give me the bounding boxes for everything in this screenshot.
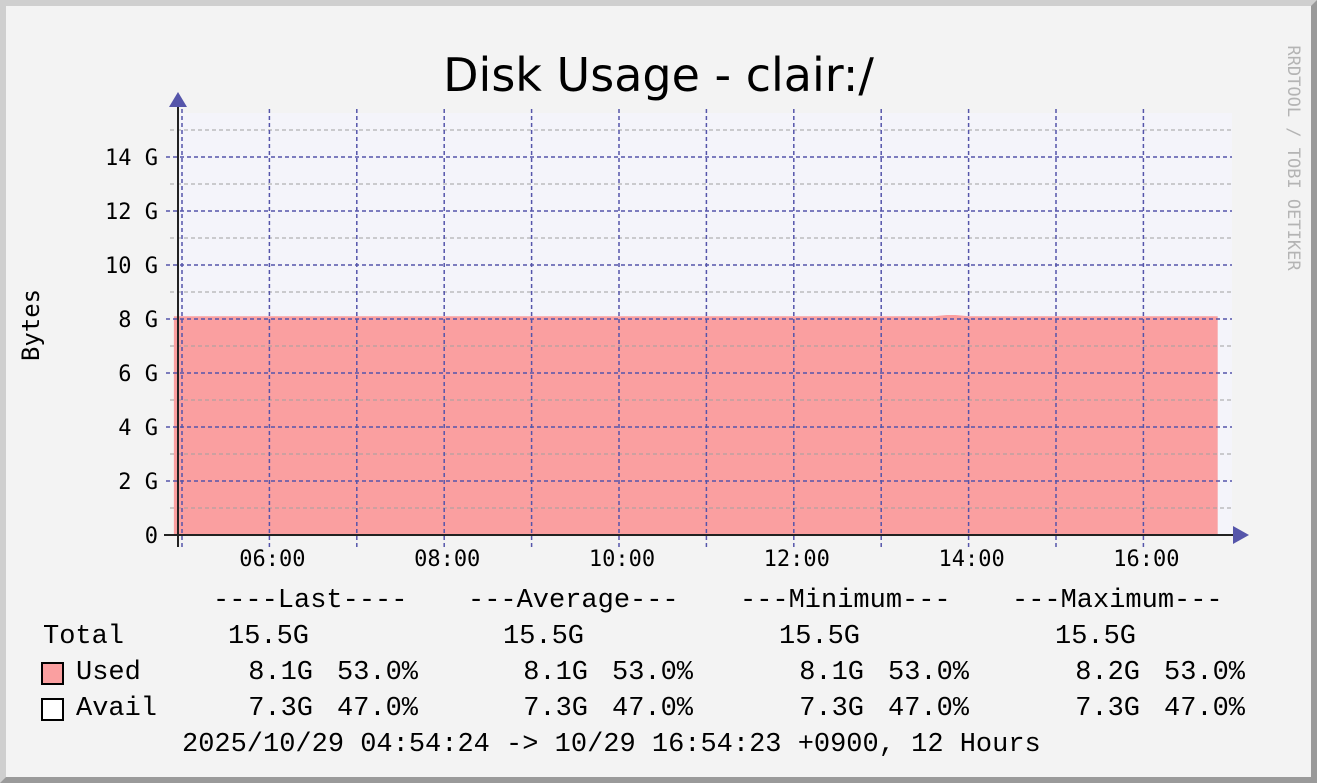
used-minimum: 8.1G xyxy=(799,658,864,688)
used-average-percent: 53.0% xyxy=(612,658,694,688)
series-area-used xyxy=(173,314,1218,535)
avail-last: 7.3G xyxy=(248,694,313,724)
avail-maximum: 7.3G xyxy=(1075,694,1140,724)
y-tick-label: 2 G xyxy=(118,470,158,495)
x-tick-label: 16:00 xyxy=(1113,547,1179,572)
used-color-swatch xyxy=(41,662,64,685)
used-average: 8.1G xyxy=(523,658,588,688)
y-tick-label: 0 xyxy=(145,524,158,549)
x-axis-arrow-icon xyxy=(1233,526,1249,544)
used-minimum-percent: 53.0% xyxy=(888,658,970,688)
avail-average-percent: 47.0% xyxy=(612,694,694,724)
legend-header-maximum: ---Maximum--- xyxy=(1012,586,1223,616)
legend-header-minimum: ---Minimum--- xyxy=(740,586,951,616)
used-maximum: 8.2G xyxy=(1075,658,1140,688)
y-tick-label: 10 G xyxy=(105,254,158,279)
avail-maximum-percent: 47.0% xyxy=(1164,694,1246,724)
avail-minimum-percent: 47.0% xyxy=(888,694,970,724)
total-minimum: 15.5G xyxy=(779,622,861,652)
y-tick-label: 14 G xyxy=(105,146,158,171)
total-maximum: 15.5G xyxy=(1055,622,1137,652)
y-axis-arrow-icon xyxy=(169,92,187,107)
chart-title: Disk Usage - clair:/ xyxy=(443,48,874,102)
x-tick-label: 06:00 xyxy=(239,547,305,572)
avail-color-swatch xyxy=(41,698,64,721)
x-tick-label: 08:00 xyxy=(414,547,480,572)
used-last-percent: 53.0% xyxy=(337,658,419,688)
legend-label-avail: Avail xyxy=(76,694,158,724)
y-tick-label: 8 G xyxy=(118,308,158,333)
legend-header-average: ---Average--- xyxy=(468,586,679,616)
total-last: 15.5G xyxy=(228,622,310,652)
legend-label-used: Used xyxy=(76,658,141,688)
avail-last-percent: 47.0% xyxy=(337,694,419,724)
y-tick-label: 4 G xyxy=(118,416,158,441)
x-tick-label: 14:00 xyxy=(938,547,1004,572)
avail-average: 7.3G xyxy=(523,694,588,724)
y-tick-label: 6 G xyxy=(118,362,158,387)
x-tick-label: 10:00 xyxy=(589,547,655,572)
total-average: 15.5G xyxy=(503,622,585,652)
used-maximum-percent: 53.0% xyxy=(1164,658,1246,688)
legend-header-last: ----Last---- xyxy=(213,586,408,616)
used-last: 8.1G xyxy=(248,658,313,688)
legend-label-total: Total xyxy=(43,622,125,652)
avail-minimum: 7.3G xyxy=(799,694,864,724)
legend-footer-timerange: 2025/10/29 04:54:24 -> 10/29 16:54:23 +0… xyxy=(182,730,1041,760)
y-tick-label: 12 G xyxy=(105,200,158,225)
x-tick-label: 12:00 xyxy=(764,547,830,572)
